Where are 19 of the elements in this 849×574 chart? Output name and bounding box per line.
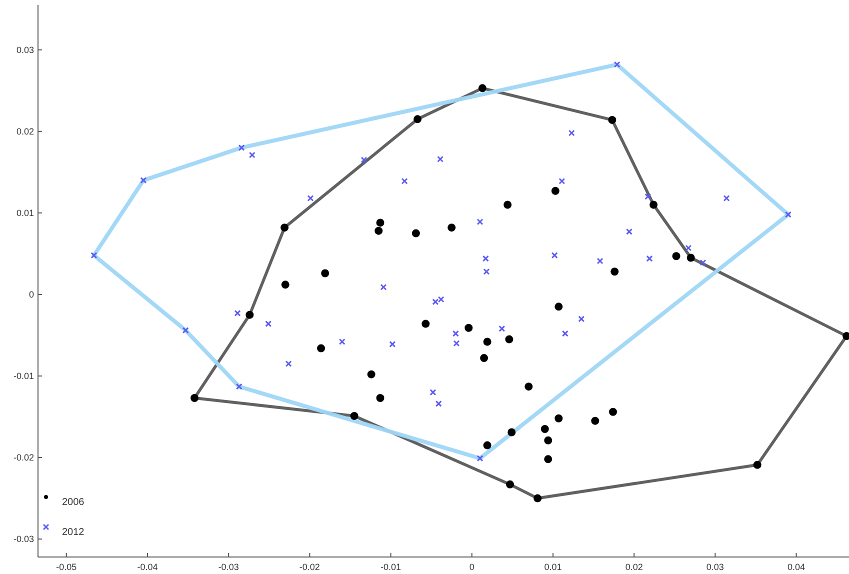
x-tick-label: -0.05	[56, 562, 77, 572]
legend-label: 2006	[62, 497, 85, 508]
x-tick-label: 0.03	[706, 562, 724, 572]
y-tick-label: -0.02	[13, 452, 34, 463]
x-tick-label: 0.04	[788, 562, 806, 572]
x-tick-label: -0.04	[137, 562, 158, 572]
y-tick-label: -0.03	[13, 534, 34, 544]
y-tick-label: 0	[28, 289, 34, 300]
x-tick-label: 0.01	[544, 562, 562, 572]
y-tick-label: 0.01	[16, 208, 34, 218]
y-tick-label: 0.02	[16, 126, 34, 136]
legend-label: 2012	[62, 527, 85, 538]
x-tick-label: 0.02	[625, 562, 643, 572]
x-tick-label: -0.02	[299, 562, 320, 572]
x-tick-label: -0.03	[218, 562, 239, 572]
y-tick-label: -0.01	[13, 370, 34, 381]
x-tick-label: -0.01	[380, 562, 402, 572]
x-tick-label: 0	[469, 562, 474, 572]
y-tick-label: 0.03	[16, 44, 34, 55]
